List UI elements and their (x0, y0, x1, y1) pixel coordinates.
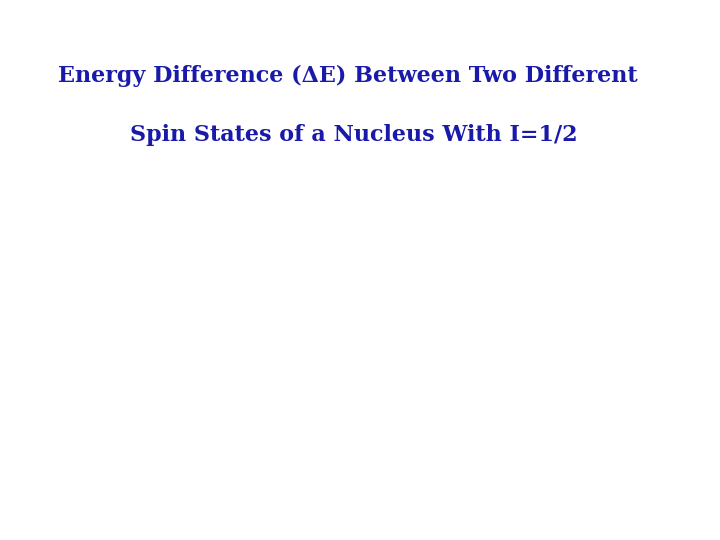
Text: Energy Difference (ΔE) Between Two Different: Energy Difference (ΔE) Between Two Diffe… (58, 65, 637, 87)
Text: Spin States of a Nucleus With I=1/2: Spin States of a Nucleus With I=1/2 (130, 124, 577, 146)
